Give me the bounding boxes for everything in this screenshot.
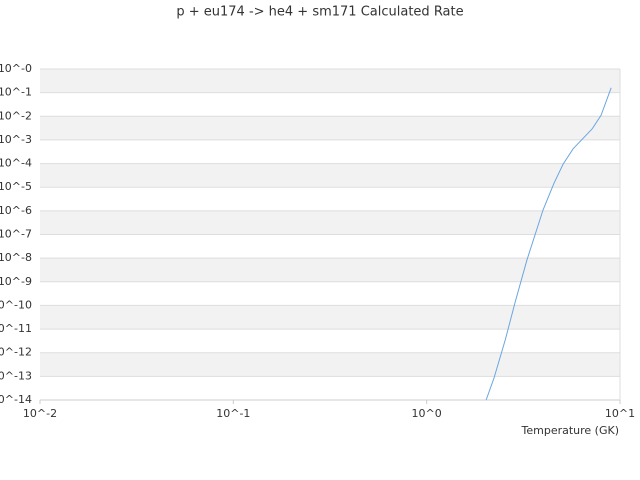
x-tick-label: 10^-2 [23,407,57,420]
y-tick-label: 10^-9 [0,275,32,288]
y-tick-label: 10^-11 [0,322,32,335]
y-tick-label: 10^-6 [0,204,32,217]
x-tick-label: 10^1 [605,407,635,420]
grid-band [40,116,620,140]
y-tick-label: 10^-12 [0,346,32,359]
x-tick-label: 10^-1 [216,407,250,420]
grid-band [40,163,620,188]
y-tick-label: 10^-14 [0,393,32,406]
y-tick-label: 10^-5 [0,180,32,193]
y-tick-label: 10^-0 [0,62,32,75]
y-tick-label: 10^-2 [0,109,32,122]
y-tick-label: 10^-3 [0,133,32,146]
y-tick-label: 10^-1 [0,86,32,99]
y-tick-label: 10^-13 [0,369,32,382]
x-axis-label: Temperature (GK) [521,424,620,437]
chart-title: p + eu174 -> he4 + sm171 Calculated Rate [176,5,463,20]
y-tick-label: 10^-7 [0,228,32,241]
grid-band [40,210,620,235]
y-tick-label: 10^-4 [0,157,32,170]
data-line [485,87,612,401]
y-tick-label: 10^-8 [0,251,32,264]
grid-band [40,258,620,282]
grid-band [40,352,620,377]
y-tick-label: 10^-10 [0,298,32,311]
grid-band [40,69,620,93]
x-tick-label: 10^0 [412,407,442,420]
grid-band [40,305,620,330]
